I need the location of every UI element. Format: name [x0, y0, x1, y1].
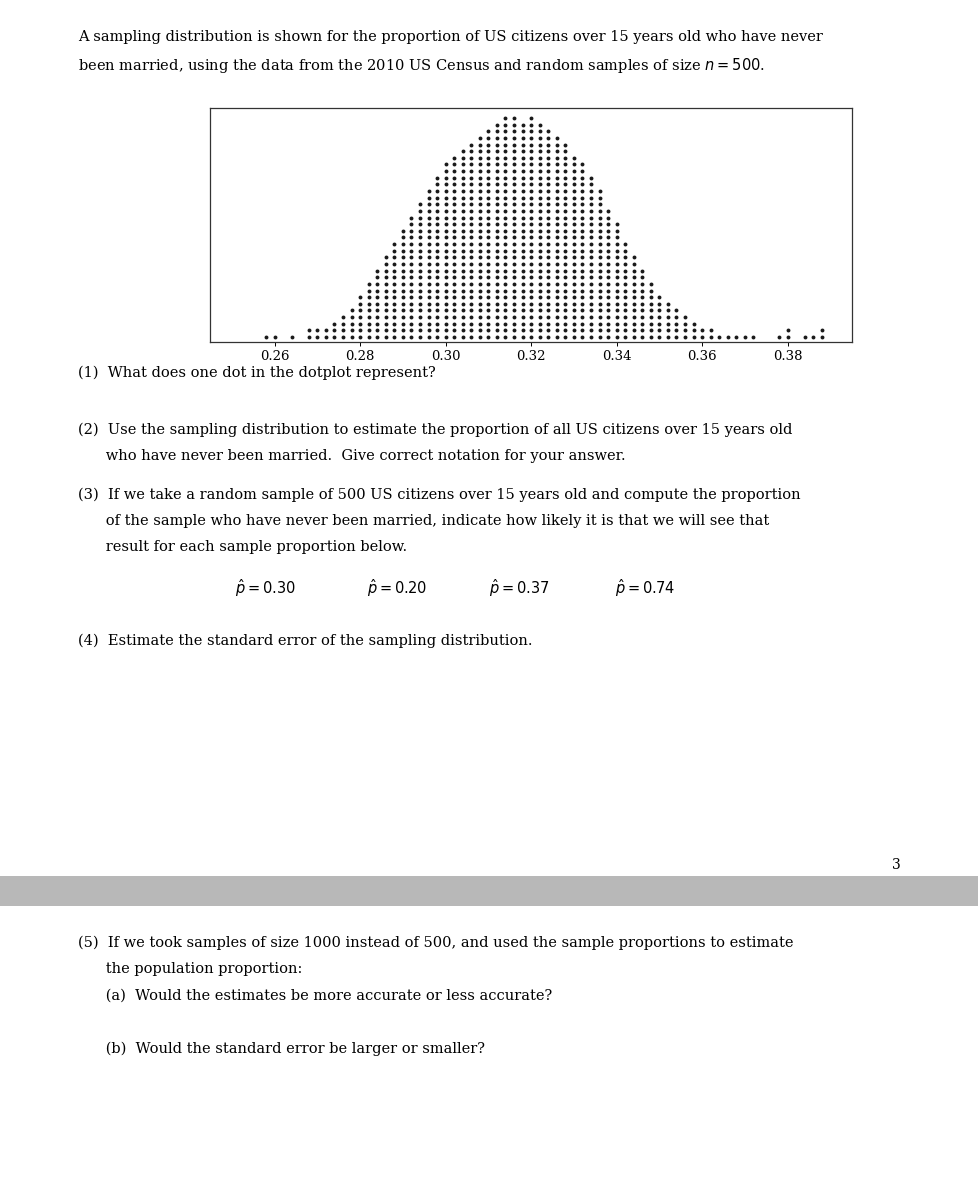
Text: (1)  What does one dot in the dotplot represent?: (1) What does one dot in the dotplot rep… [78, 366, 435, 380]
Text: $\hat{p} = 0.20$: $\hat{p} = 0.20$ [367, 577, 426, 599]
Text: (3)  If we take a random sample of 500 US citizens over 15 years old and compute: (3) If we take a random sample of 500 US… [78, 487, 800, 502]
Text: (b)  Would the standard error be larger or smaller?: (b) Would the standard error be larger o… [78, 1042, 485, 1056]
Text: $\hat{p} = 0.30$: $\hat{p} = 0.30$ [235, 577, 295, 599]
Text: $\hat{p} = 0.37$: $\hat{p} = 0.37$ [489, 577, 550, 599]
Text: result for each sample proportion below.: result for each sample proportion below. [78, 540, 407, 554]
Text: the population proportion:: the population proportion: [78, 962, 302, 977]
Text: been married, using the data from the 2010 US Census and random samples of size : been married, using the data from the 20… [78, 56, 765, 76]
Text: A sampling distribution is shown for the proportion of US citizens over 15 years: A sampling distribution is shown for the… [78, 30, 822, 44]
Text: of the sample who have never been married, indicate how likely it is that we wil: of the sample who have never been marrie… [78, 514, 769, 528]
Text: (4)  Estimate the standard error of the sampling distribution.: (4) Estimate the standard error of the s… [78, 634, 532, 648]
Text: 3: 3 [891, 858, 900, 872]
Text: $\hat{p} = 0.74$: $\hat{p} = 0.74$ [614, 577, 674, 599]
Text: who have never been married.  Give correct notation for your answer.: who have never been married. Give correc… [78, 449, 625, 463]
Text: (5)  If we took samples of size 1000 instead of 500, and used the sample proport: (5) If we took samples of size 1000 inst… [78, 936, 793, 950]
Text: (a)  Would the estimates be more accurate or less accurate?: (a) Would the estimates be more accurate… [78, 989, 552, 1003]
Text: (2)  Use the sampling distribution to estimate the proportion of all US citizens: (2) Use the sampling distribution to est… [78, 422, 792, 437]
